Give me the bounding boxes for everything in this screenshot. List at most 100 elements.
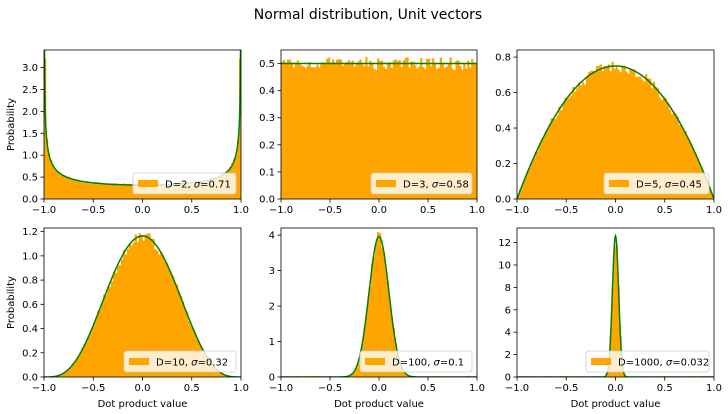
legend-label-main: D=5, [636, 180, 665, 191]
histogram-bar [89, 183, 92, 199]
legend-label-value: =0.032 [672, 358, 709, 369]
histogram-bar [156, 250, 159, 377]
histogram-bar [44, 58, 47, 199]
legend-label-value: =0.32 [198, 358, 229, 369]
histogram-bar [357, 61, 360, 199]
histogram-bar [152, 239, 155, 377]
histogram-bar [562, 102, 565, 199]
histogram-bar [128, 183, 131, 199]
histogram-bar [179, 296, 183, 377]
legend-label-sigma: σ [666, 358, 673, 369]
x-tick-label: 0.0 [135, 383, 151, 394]
histogram-bar [365, 56, 368, 199]
histogram-bar [408, 67, 411, 199]
figure-title: Normal distribution, Unit vectors [254, 7, 482, 23]
histogram-bar [286, 59, 290, 199]
histogram-bar [447, 63, 450, 199]
legend: D=2, σ=0.71 [132, 172, 237, 195]
histogram-bar [668, 109, 671, 199]
histogram-bar [467, 60, 470, 199]
histogram-bar [126, 249, 130, 377]
y-tick-label: 4 [505, 328, 511, 339]
histogram-bar [662, 96, 666, 199]
histogram-bar [49, 160, 53, 199]
histogram-bar [353, 66, 356, 199]
histogram-bar [617, 69, 620, 199]
histogram-bar [95, 317, 98, 377]
y-tick-label: 12 [498, 238, 511, 249]
legend-label: D=3, σ=0.58 [403, 180, 469, 191]
y-tick-label: 0.4 [495, 124, 511, 135]
histogram-bar [601, 70, 604, 199]
x-axis-label: Dot product value [98, 399, 188, 410]
histogram-bar [217, 370, 220, 377]
histogram-bar [652, 81, 656, 199]
histogram-bar [439, 57, 443, 199]
histogram-bar [574, 91, 577, 199]
histogram-bar [355, 63, 358, 199]
histogram-bar [382, 66, 386, 199]
histogram-bar [578, 82, 581, 199]
histogram-bar [337, 59, 341, 199]
legend-swatch [138, 180, 158, 187]
histogram-bar [349, 62, 352, 199]
y-axis-label: Probability [6, 98, 17, 151]
histogram-bar [710, 191, 713, 199]
histogram-bar [420, 58, 423, 199]
histogram-bar [128, 244, 131, 377]
y-tick-label: 3 [269, 266, 275, 277]
legend: D=100, σ=0.1 [359, 350, 473, 373]
histogram-bar [410, 61, 413, 199]
histogram-bar [77, 356, 80, 377]
histogram-bar [107, 286, 110, 377]
histogram-bar [431, 58, 435, 199]
histogram-bar [402, 60, 405, 199]
histogram-bar [627, 73, 630, 199]
histogram-bar [609, 71, 612, 199]
histogram-bar [83, 344, 86, 377]
histogram-bar [611, 61, 614, 199]
histogram-bar [690, 144, 693, 199]
histogram-bar [582, 82, 585, 199]
histogram-bar [648, 78, 652, 199]
histogram-bar [91, 183, 94, 199]
histogram-bar [339, 59, 343, 199]
x-tick-label: 1.0 [469, 205, 485, 216]
density-curve [517, 65, 714, 199]
histogram-bar [418, 66, 421, 199]
histogram-bar [85, 181, 88, 199]
histogram-bar [367, 298, 370, 377]
histogram-bar [118, 265, 122, 377]
histogram-bar [637, 76, 640, 199]
histogram-bar [365, 314, 368, 377]
legend: D=10, σ=0.32 [123, 350, 237, 373]
legend-label-value: =0.58 [438, 180, 469, 191]
x-axis-label: Dot product value [571, 399, 661, 410]
histogram-bar [373, 256, 376, 377]
histogram-bar [65, 177, 68, 199]
histogram-bar [371, 62, 374, 199]
histogram-bar [63, 175, 66, 199]
histogram-bar [361, 64, 364, 199]
histogram-bar [546, 128, 549, 199]
y-tick-label: 0.0 [22, 373, 38, 384]
subplot-d10: −1.0 −0.5 0.0 0.5 1.0 0.0 0.2 0.4 0.6 0.8 1.0 1.2 Do… [6, 227, 249, 410]
histogram-bar [81, 347, 84, 377]
histogram-bar [312, 67, 315, 199]
y-tick-label: 3.0 [22, 63, 38, 74]
histogram-bar [138, 233, 141, 377]
histogram-bar [542, 136, 545, 199]
histogram-bar [170, 274, 173, 377]
histogram-bar [73, 180, 76, 199]
histogram-bar [345, 61, 348, 199]
histogram-bar [95, 182, 98, 199]
x-tick-label: 1.0 [469, 383, 485, 394]
histogram-bar [294, 63, 297, 199]
histogram-bar [69, 179, 72, 199]
histogram-bar [367, 66, 370, 199]
histogram-bar [580, 85, 583, 199]
legend-box [359, 350, 473, 373]
histogram-bar [379, 60, 382, 199]
histogram-bar [682, 130, 685, 199]
